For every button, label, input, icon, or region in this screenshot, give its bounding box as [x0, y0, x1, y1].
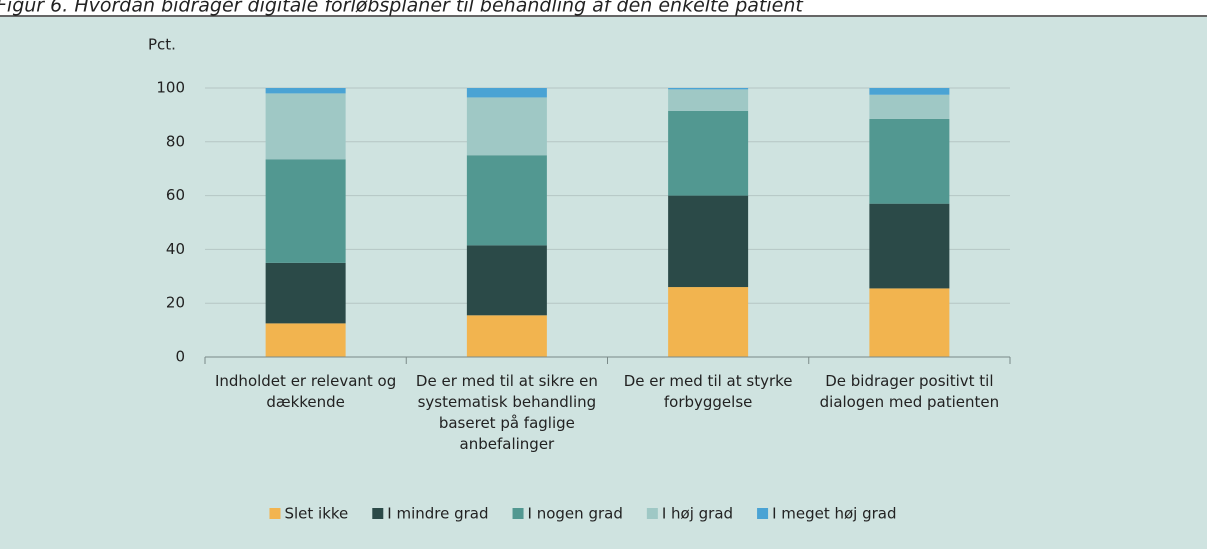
bar-segment — [265, 262, 346, 324]
legend-label: I nogen grad — [528, 505, 623, 523]
bar-segment — [466, 97, 547, 156]
y-tick-label: 0 — [175, 348, 185, 366]
bar-segment — [668, 287, 749, 357]
bar-segment — [265, 323, 346, 357]
y-tick-label: 100 — [156, 79, 185, 97]
bar-segment — [668, 88, 749, 90]
bar-segment — [466, 245, 547, 316]
legend-swatch — [757, 508, 769, 519]
x-tick-label-box: De er med til at styrke forbyggelse — [623, 372, 793, 411]
legend-swatch — [269, 508, 281, 519]
bar-segment — [869, 88, 950, 95]
y-tick-label: 40 — [166, 240, 185, 258]
bar-segment — [668, 89, 749, 111]
bar-segment — [869, 203, 950, 289]
x-tick-label-box: Indholdet er relevant og dækkende — [214, 372, 397, 411]
x-tick-label-box: De bidrager positivt til dialogen med pa… — [819, 372, 1000, 411]
x-tick-label: Indholdet er relevant og dækkende — [214, 372, 397, 411]
bar-segment — [265, 159, 346, 263]
bar-segment — [466, 155, 547, 246]
y-tick-label: 60 — [166, 186, 185, 204]
legend-swatch — [372, 508, 384, 519]
legend-swatch — [512, 508, 524, 519]
legend-label: Slet ikke — [284, 505, 348, 523]
x-tick-label: De er med til at sikre en systematisk be… — [415, 372, 598, 453]
legend-label: I meget høj grad — [772, 505, 896, 523]
x-tick-label-box: De er med til at sikre en systematisk be… — [415, 372, 598, 453]
chart-title: Figur 6. Hvordan bidrager digitale forlø… — [0, 0, 804, 17]
bar-segment — [265, 93, 346, 160]
x-tick-label: De er med til at styrke forbyggelse — [623, 372, 793, 411]
y-tick-label: 80 — [166, 132, 185, 150]
legend-label: I høj grad — [662, 505, 733, 523]
bar-segment — [265, 88, 346, 94]
panel — [0, 17, 1207, 549]
bar-segment — [869, 288, 950, 357]
bar-segment — [869, 118, 950, 204]
bar-segment — [668, 110, 749, 196]
bar-segment — [466, 315, 547, 357]
y-tick-label: 20 — [166, 294, 185, 312]
x-tick-label: De bidrager positivt til dialogen med pa… — [819, 372, 1000, 411]
y-axis-label: Pct. — [148, 36, 176, 54]
legend: Slet ikke I mindre grad I nogen grad I høj … — [269, 505, 897, 523]
legend-label: I mindre grad — [387, 505, 488, 523]
bar-segment — [466, 88, 547, 98]
bar-segment — [869, 94, 950, 119]
bar-segment — [668, 195, 749, 288]
legend-swatch — [646, 508, 658, 519]
